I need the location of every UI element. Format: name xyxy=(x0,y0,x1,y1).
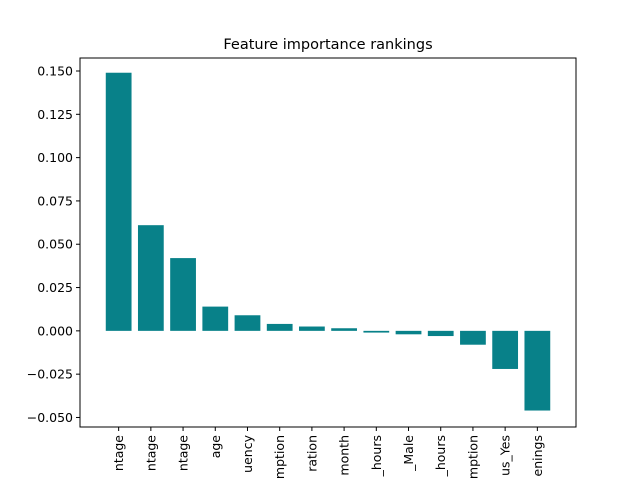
y-tick-label: 0.125 xyxy=(37,107,73,122)
x-tick-label: uency xyxy=(240,434,255,472)
x-tick-label: ration xyxy=(304,435,319,472)
x-tick-label: enings xyxy=(530,435,545,476)
bar xyxy=(170,258,196,331)
bar xyxy=(202,306,229,331)
plot-area-frame xyxy=(79,57,577,428)
x-tick-label: ntage xyxy=(143,435,158,471)
bar xyxy=(266,323,293,331)
x-tick-label: mption xyxy=(272,435,287,479)
bar xyxy=(427,330,454,337)
bars-group xyxy=(105,72,551,411)
x-tick-label: ntage xyxy=(176,435,191,471)
chart-title: Feature importance rankings xyxy=(223,37,432,53)
bar xyxy=(395,330,422,335)
bar xyxy=(299,326,325,331)
x-axis: ntage ntage ntage age uency mption ration month… xyxy=(111,427,545,479)
bar xyxy=(105,72,132,331)
bar xyxy=(234,315,261,331)
y-tick-label: −0.025 xyxy=(27,367,73,382)
x-tick-label: _hours xyxy=(433,435,448,477)
bar xyxy=(137,225,164,331)
y-tick-label: 0.150 xyxy=(37,63,73,78)
y-tick-label: 0.025 xyxy=(37,280,73,295)
bar xyxy=(524,330,551,411)
y-axis: −0.050 −0.025 0.000 0.025 0.050 0.075 0.100 0.1… xyxy=(27,63,80,425)
y-tick-label: 0.075 xyxy=(37,193,73,208)
x-tick-label: ntage xyxy=(111,435,126,471)
x-tick-label: age xyxy=(208,435,223,459)
x-tick-label: month xyxy=(337,435,352,476)
y-tick-label: 0.050 xyxy=(37,237,73,252)
y-tick-label: −0.050 xyxy=(27,410,73,425)
bar xyxy=(492,330,519,369)
bar xyxy=(363,330,390,333)
y-tick-label: 0.000 xyxy=(37,323,73,338)
bar xyxy=(460,330,486,345)
y-tick-label: 0.100 xyxy=(37,150,73,165)
x-tick-label: _Male xyxy=(401,435,416,472)
x-tick-label: us_Yes xyxy=(498,435,513,476)
x-tick-label: _hours xyxy=(369,435,384,477)
bar xyxy=(331,328,357,331)
x-tick-label: mption xyxy=(465,435,480,479)
